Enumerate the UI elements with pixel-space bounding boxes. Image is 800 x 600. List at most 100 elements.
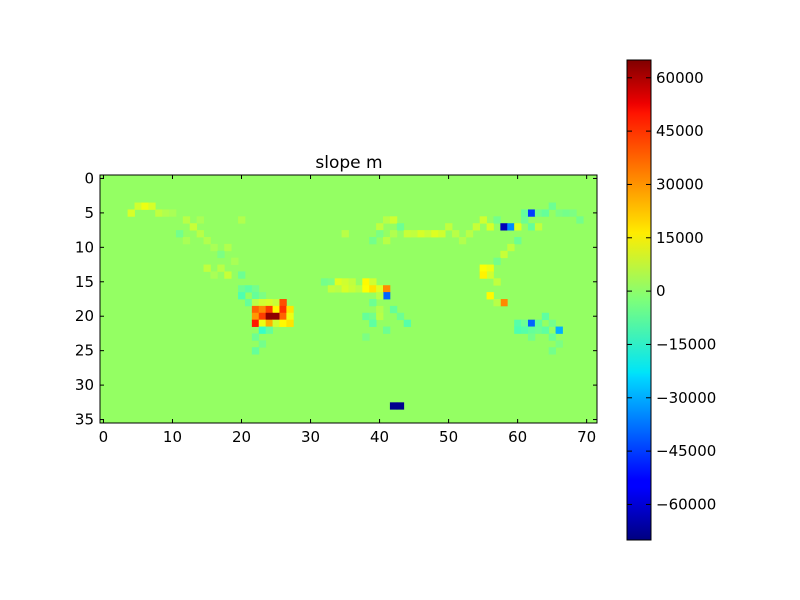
y-axis: 0 5 10 15 20 25 30 35 <box>75 169 597 429</box>
heatmap-cell <box>396 402 405 410</box>
heatmap-cell <box>376 292 384 300</box>
x-tick-label: 10 <box>163 428 182 446</box>
colorbar-tick-label: −15000 <box>656 335 716 353</box>
heatmap-cells <box>127 202 584 410</box>
heatmap-cell <box>251 319 260 327</box>
heatmap-cell <box>514 319 522 327</box>
heatmap-cell <box>514 223 522 231</box>
heatmap-cell <box>279 305 287 314</box>
heatmap-cell <box>258 299 267 307</box>
heatmap-cell <box>486 271 494 279</box>
heatmap-cell <box>244 299 253 307</box>
heatmap-cell <box>279 299 287 307</box>
heatmap-cell <box>134 202 142 210</box>
heatmap-cell <box>521 319 529 327</box>
heatmap-cell <box>562 209 570 217</box>
x-tick-label: 0 <box>99 428 109 446</box>
heatmap-cell <box>258 340 267 348</box>
y-tick-label: 35 <box>75 411 94 429</box>
heatmap-cell <box>272 312 280 321</box>
heatmap-cell <box>238 292 246 300</box>
heatmap-cell <box>486 223 494 231</box>
colorbar-tick-label: 15000 <box>656 229 704 247</box>
heatmap-cell <box>224 243 232 252</box>
colorbar-ticks: 60000 45000 30000 15000 0 −15000 −30000 −45000 −… <box>627 69 716 513</box>
heatmap-cell <box>548 319 556 327</box>
heatmap-cell <box>479 271 487 279</box>
colorbar-gradient <box>627 60 651 540</box>
heatmap-cell <box>493 257 501 265</box>
heatmap-cell <box>148 202 156 210</box>
heatmap-cell <box>431 230 439 238</box>
heatmap-cell <box>320 278 329 286</box>
heatmap-cell <box>555 209 563 217</box>
heatmap-cell <box>383 292 391 300</box>
heatmap-cell <box>389 305 398 314</box>
heatmap-cell <box>327 278 336 286</box>
heatmap-cell <box>472 223 481 231</box>
heatmap-cell <box>251 347 260 355</box>
heatmap-cell <box>189 223 198 231</box>
heatmap-cell <box>217 264 225 272</box>
y-tick-label: 25 <box>75 342 94 360</box>
heatmap-cell <box>403 319 412 327</box>
heatmap-cell <box>348 278 356 286</box>
heatmap-cell <box>376 312 384 321</box>
heatmap-cell <box>244 285 253 293</box>
heatmap-cell <box>231 257 239 265</box>
heatmap-cell <box>196 216 204 224</box>
heatmap-cell <box>534 319 543 327</box>
heatmap-cell <box>369 312 377 321</box>
heatmap-cell <box>424 230 432 238</box>
heatmap-cell <box>369 299 377 307</box>
heatmap-cell <box>224 271 232 279</box>
heatmap-cell <box>286 305 294 314</box>
heatmap-cell <box>500 299 508 307</box>
y-tick-label: 15 <box>75 273 94 291</box>
heatmap-cell <box>521 216 529 224</box>
heatmap-cell <box>527 223 536 231</box>
heatmap-cell <box>265 312 273 321</box>
heatmap-cell <box>514 326 522 334</box>
heatmap-cell <box>527 319 536 327</box>
heatmap-cell <box>251 312 260 321</box>
heatmap-cell <box>279 312 287 321</box>
heatmap-cell <box>334 278 342 286</box>
heatmap-cell <box>548 202 556 210</box>
plot-area: 0 10 20 30 40 50 60 70 0 5 10 15 20 25 30 35 <box>75 169 598 446</box>
heatmap-cell <box>527 209 536 217</box>
heatmap-cell <box>507 243 515 252</box>
colorbar-tick-label: 30000 <box>656 175 704 193</box>
heatmap-cell <box>362 278 370 286</box>
heatmap-cell <box>203 237 211 245</box>
heatmap-cell <box>403 230 412 238</box>
x-axis: 0 10 20 30 40 50 60 70 <box>99 175 596 446</box>
heatmap-cell <box>265 326 273 334</box>
heatmap-cell <box>438 230 446 238</box>
heatmap-cell <box>369 319 377 327</box>
colorbar-tick-label: 0 <box>656 282 666 300</box>
heatmap-cell <box>555 326 563 334</box>
x-tick-label: 50 <box>439 428 458 446</box>
heatmap-cell <box>265 305 273 314</box>
heatmap-cell <box>348 285 356 293</box>
heatmap-cell <box>493 216 501 224</box>
heatmap-cell <box>258 312 267 321</box>
heatmap-cell <box>369 278 377 286</box>
heatmap-cell <box>389 216 398 224</box>
heatmap-cell <box>251 305 260 314</box>
heatmap-cell <box>279 319 287 327</box>
colorbar-frame <box>626 59 652 541</box>
heatmap-cell <box>555 340 563 348</box>
colorbar-tick-label: −60000 <box>656 495 716 513</box>
heatmap-cell <box>534 326 543 334</box>
heatmap-cell <box>362 333 370 341</box>
heatmap-cell <box>182 216 191 224</box>
heatmap-cell <box>458 237 467 245</box>
heatmap-cell <box>534 209 543 217</box>
heatmap-cell <box>341 285 349 293</box>
heatmap-cell <box>521 209 529 217</box>
x-tick-label: 70 <box>577 428 596 446</box>
heatmap-cell <box>169 209 177 217</box>
